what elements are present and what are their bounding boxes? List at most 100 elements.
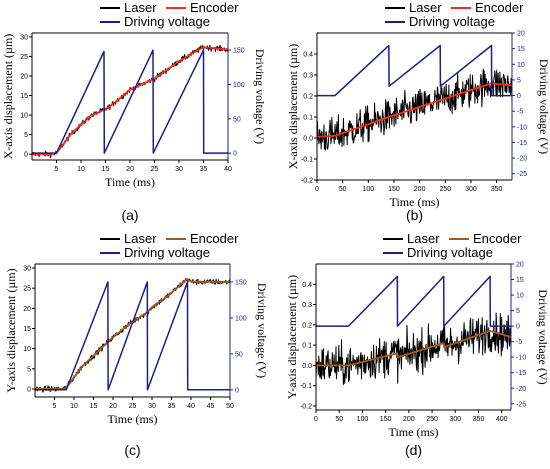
plot-area [32, 44, 228, 159]
y-axis-title: Y-axis displacement (µm) [4, 268, 18, 392]
y-tick-label: 30 [23, 266, 31, 273]
series-line-driving-voltage [316, 275, 511, 327]
y2-tick-label: -15 [516, 370, 526, 377]
y-tick-label: 0.1 [303, 115, 313, 122]
series-line-encoder [316, 329, 511, 367]
x-tick-label: 25 [129, 403, 137, 410]
y-tick-label: 0.4 [303, 52, 313, 59]
x-tick-label: 200 [414, 186, 426, 193]
y-tick-label: 0.3 [303, 73, 313, 80]
y2-tick-label: 0 [517, 93, 521, 100]
x-tick-label: 300 [449, 416, 461, 423]
x-axis-title: Time (ms) [108, 412, 158, 426]
y-tick-label: 30 [20, 34, 28, 41]
series-line-driving-voltage [317, 44, 512, 97]
legend-label: Laser [407, 231, 440, 246]
y-tick-label: 25 [20, 54, 28, 61]
x-tick-label: 20 [109, 403, 117, 410]
y-tick-label: -0.1 [300, 383, 312, 390]
legend-label: Encoder [190, 231, 239, 246]
y-tick-label: 0.0 [302, 363, 312, 370]
x-tick-label: 400 [496, 416, 508, 423]
y2-tick-label: 0 [516, 324, 520, 331]
series-line-encoder [32, 46, 228, 156]
legend-label: Driving voltage [409, 14, 495, 29]
legend-label: Encoder [473, 231, 522, 246]
x-tick-label: 350 [491, 186, 503, 193]
x-tick-label: 10 [77, 166, 85, 173]
chart-panel-c: 5 10 15 20 25 30 35 40 45 50 0 5 10 15 20 25 30 0 50 100 150… [4, 231, 269, 458]
y-tick-label: -0.2 [301, 178, 313, 185]
y2-tick-label: 20 [517, 31, 525, 38]
x-tick-label: 35 [200, 166, 208, 173]
legend-label: Encoder [475, 0, 524, 15]
x-tick-label: 250 [439, 186, 451, 193]
y-tick-label: -0.2 [300, 403, 312, 410]
y2-axis-title: Driving voltage (V) [255, 283, 269, 378]
panel-label: (d) [405, 442, 422, 458]
y-axis-title: Y-axis displacement (µm) [285, 275, 299, 399]
y2-tick-label: 100 [235, 315, 247, 322]
x-tick-label: 150 [380, 416, 392, 423]
y-tick-label: 20 [20, 73, 28, 80]
plot-area [317, 44, 512, 151]
y2-tick-label: -20 [516, 386, 526, 393]
y2-tick-label: 50 [235, 351, 243, 358]
x-tick-label: 25 [151, 166, 159, 173]
x-tick-label: 50 [226, 403, 234, 410]
x-tick-label: 5 [55, 166, 59, 173]
y2-tick-label: 150 [233, 48, 245, 55]
y2-axis-title: Driving voltage (V) [536, 289, 550, 384]
y2-tick-label: -5 [516, 339, 522, 346]
legend-label: Encoder [190, 0, 239, 15]
y-tick-label: 0 [27, 386, 31, 393]
x-axis-title: Time (ms) [105, 175, 155, 189]
series-line-laser [35, 278, 230, 393]
y-tick-label: 20 [23, 306, 31, 313]
y-tick-label: 10 [20, 113, 28, 120]
legend-label: Driving voltage [407, 245, 493, 260]
x-tick-label: 50 [335, 416, 343, 423]
series-line-laser [316, 312, 511, 385]
series-line-driving-voltage [32, 49, 228, 154]
legend-label: Driving voltage [124, 14, 210, 29]
x-tick-label: 200 [403, 416, 415, 423]
y2-tick-label: -25 [517, 171, 527, 178]
x-tick-label: 35 [168, 403, 176, 410]
x-tick-label: 15 [102, 166, 110, 173]
x-tick-label: 100 [357, 416, 369, 423]
panel-label: (a) [121, 207, 138, 223]
x-tick-label: 40 [187, 403, 195, 410]
x-tick-label: 45 [207, 403, 215, 410]
x-tick-label: 15 [90, 403, 98, 410]
y2-tick-label: 5 [516, 308, 520, 315]
y2-tick-label: -25 [516, 401, 526, 408]
y-tick-label: 0.1 [302, 343, 312, 350]
x-axis-title: Time (ms) [390, 195, 440, 209]
plot-area [316, 275, 511, 385]
y-tick-label: 0.2 [303, 94, 313, 101]
x-tick-label: 250 [426, 416, 438, 423]
x-tick-label: 10 [70, 403, 78, 410]
y2-tick-label: 5 [517, 77, 521, 84]
y2-tick-label: 0 [235, 387, 239, 394]
x-tick-label: 40 [224, 166, 232, 173]
y-tick-label: 25 [23, 286, 31, 293]
y2-tick-label: -10 [516, 355, 526, 362]
y-tick-label: 0 [24, 152, 28, 159]
chart-panel-b: 0 50 100 150 200 250 300 350-0.2-0.10.00.10.20.… [286, 0, 550, 223]
y2-axis-title: Driving voltage (V) [253, 49, 267, 144]
x-tick-label: 350 [473, 416, 485, 423]
plot-area [35, 277, 230, 393]
y2-tick-label: 15 [517, 46, 525, 53]
y2-tick-label: 0 [233, 151, 237, 158]
legend-label: Driving voltage [124, 245, 210, 260]
panel-label: (c) [124, 442, 140, 458]
y2-tick-label: -10 [517, 124, 527, 131]
y-tick-label: 10 [23, 346, 31, 353]
y2-tick-label: 50 [233, 116, 241, 123]
